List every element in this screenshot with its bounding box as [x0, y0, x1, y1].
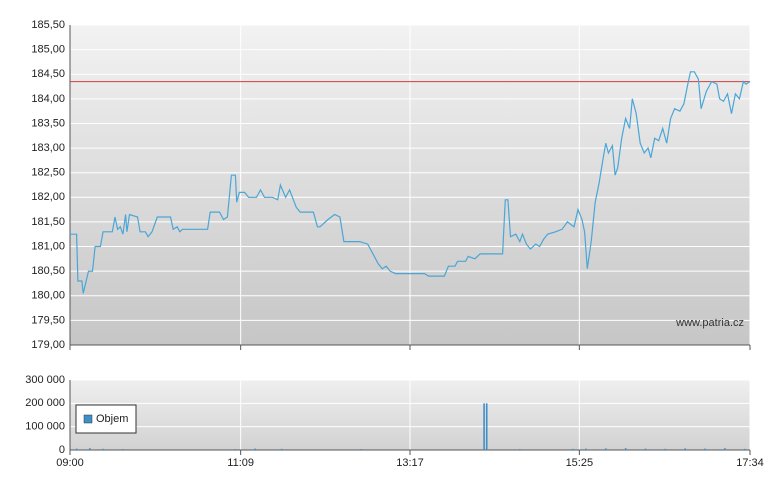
x-tick-label: 09:00: [56, 457, 84, 469]
volume-bar: [571, 448, 574, 450]
volume-bar: [604, 448, 607, 450]
volume-bar: [704, 448, 706, 450]
volume-bar: [254, 448, 257, 450]
volume-bar: [485, 403, 488, 450]
volume-bar: [585, 448, 587, 450]
y-tick-label: 181,00: [31, 240, 65, 252]
volume-bar: [483, 403, 485, 450]
y-tick-label: 100 000: [25, 421, 65, 433]
y-tick-label: 200 000: [25, 397, 65, 409]
volume-bar: [360, 449, 362, 450]
volume-bar: [102, 448, 104, 450]
y-tick-label: 182,00: [31, 191, 65, 203]
volume-bar: [439, 449, 442, 450]
volume-bar: [684, 448, 686, 450]
volume-bar: [320, 449, 323, 450]
y-tick-label: 184,00: [31, 93, 65, 105]
x-tick-label: 15:25: [566, 457, 594, 469]
volume-bar: [743, 448, 746, 450]
volume-bar: [122, 449, 124, 450]
y-tick-label: 182,50: [31, 167, 65, 179]
volume-bar: [234, 449, 237, 450]
volume-bar: [624, 448, 627, 450]
y-tick-label: 179,50: [31, 314, 65, 326]
watermark: www.patria.cz: [675, 317, 744, 329]
y-tick-label: 180,50: [31, 265, 65, 277]
y-tick-label: 0: [59, 444, 65, 456]
y-tick-label: 179,00: [31, 339, 65, 351]
volume-bar: [89, 448, 91, 450]
volume-bar: [280, 448, 283, 450]
y-tick-label: 180,00: [31, 290, 65, 302]
volume-bar: [399, 449, 402, 450]
volume-bar: [664, 448, 667, 450]
x-tick-label: 13:17: [396, 457, 424, 469]
legend-label: Objem: [96, 413, 128, 425]
volume-bar: [75, 448, 78, 450]
y-tick-label: 185,50: [31, 19, 65, 31]
price-line: [70, 71, 751, 294]
y-tick-label: 184,50: [31, 68, 65, 80]
x-tick-label: 11:09: [227, 457, 254, 469]
y-tick-label: 183,50: [31, 117, 65, 129]
volume-bar: [545, 449, 548, 450]
y-tick-label: 183,00: [31, 142, 65, 154]
y-tick-label: 185,00: [31, 44, 65, 56]
y-tick-label: 300 000: [25, 374, 65, 386]
x-tick-label: 17:34: [736, 457, 764, 469]
volume-bar: [724, 448, 726, 450]
y-tick-label: 181,50: [31, 216, 65, 228]
legend-swatch: [83, 414, 93, 424]
volume-bar: [175, 449, 177, 450]
volume-bar: [519, 449, 521, 450]
volume-bar: [644, 448, 647, 450]
